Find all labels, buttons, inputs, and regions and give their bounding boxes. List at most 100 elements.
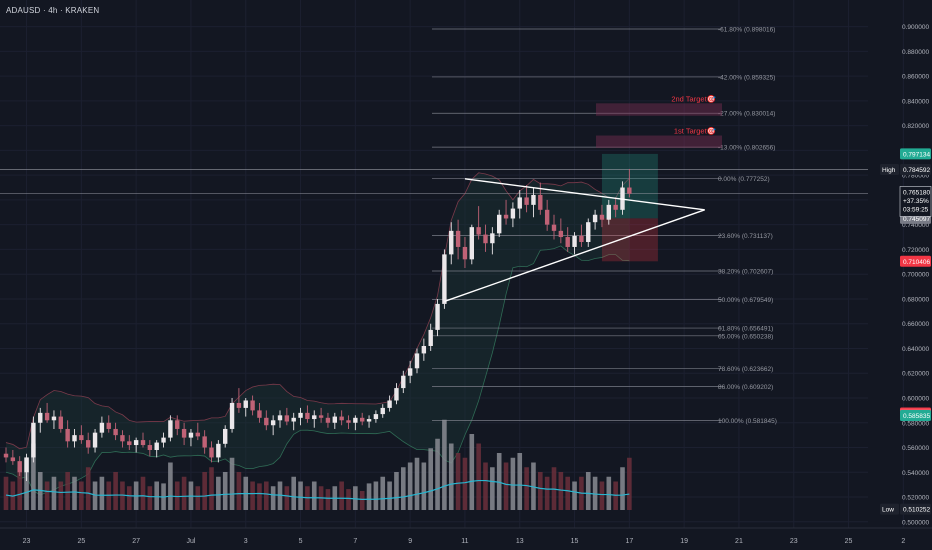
candle-body	[277, 415, 283, 421]
candle-body	[250, 400, 255, 411]
candle-body	[17, 461, 22, 473]
candle-body	[613, 204, 618, 210]
price-tag-badge	[880, 163, 899, 175]
candle-body	[38, 412, 43, 423]
candle-body	[387, 400, 392, 408]
candle-body	[490, 233, 495, 244]
fib-level-label: -42.00% (0.859325)	[718, 74, 775, 81]
candle-body	[236, 402, 242, 408]
candle-body	[318, 415, 324, 418]
bollinger-lower	[5, 245, 630, 496]
y-axis-tick-label: 0.720000	[902, 247, 929, 254]
candle-body	[469, 227, 474, 260]
candle-body	[353, 417, 358, 423]
candle-body	[544, 209, 550, 225]
volume-bar	[490, 467, 495, 510]
candle-body	[579, 235, 584, 242]
volume-bar	[565, 476, 570, 510]
x-axis-tick-label: 25	[845, 538, 853, 545]
candle-body	[414, 353, 420, 369]
candle-body	[476, 227, 481, 235]
volume-bar	[140, 476, 146, 510]
x-axis-tick-label: Jul	[186, 538, 195, 545]
volume-bar	[620, 467, 625, 510]
volume-bar	[325, 489, 331, 510]
volume-bar	[572, 481, 577, 510]
y-axis-tick-label: 0.620000	[902, 371, 929, 378]
price-tag	[900, 255, 931, 267]
price-tag	[900, 163, 931, 175]
candle-body	[627, 187, 632, 194]
candle-body	[113, 428, 118, 436]
fib-level-label: 38.20% (0.702607)	[718, 268, 773, 275]
x-axis-tick-label: 19	[680, 538, 688, 545]
y-axis-tick-label: 0.600000	[902, 396, 929, 403]
x-axis-tick-label: 23	[23, 538, 31, 545]
candle-body	[51, 416, 57, 421]
candle-body	[284, 415, 290, 422]
candle-body	[298, 412, 303, 418]
volume-bar	[127, 486, 132, 510]
volume-bar	[3, 476, 9, 510]
volume-bar	[353, 486, 358, 510]
candle-body	[223, 428, 228, 444]
volume-bar	[147, 486, 153, 510]
candle-body	[72, 435, 77, 442]
candle-body	[401, 375, 406, 389]
candle-body	[305, 412, 310, 420]
candle-body	[99, 422, 105, 433]
fib-level-label: -61.80% (0.898016)	[718, 27, 775, 34]
price-tag-badge	[880, 503, 899, 515]
volume-bar	[455, 453, 461, 510]
volume-bar	[181, 476, 187, 510]
candle-body	[373, 414, 379, 420]
candle-body	[510, 208, 516, 219]
candle-body	[147, 445, 153, 450]
x-axis-tick-label: 27	[132, 538, 140, 545]
volume-bar	[17, 467, 22, 510]
candle-body	[455, 230, 461, 247]
price-tag-label: 0.797134	[903, 152, 930, 159]
candle-body	[339, 416, 344, 421]
price-tag	[900, 503, 931, 515]
volume-bar	[229, 457, 235, 510]
fib-level-label: 61.80% (0.656491)	[718, 326, 773, 333]
candle-body	[44, 412, 50, 421]
volume-bar	[517, 453, 523, 510]
candle-body	[92, 432, 98, 448]
x-axis-tick-label: 11	[461, 538, 468, 545]
volume-bar	[503, 462, 509, 510]
current-price-line: 03:59:25	[903, 206, 929, 213]
volume-bar	[448, 443, 454, 510]
volume-bar	[257, 483, 262, 510]
volume-bar	[359, 491, 365, 510]
fib-level-label: -27.00% (0.830014)	[718, 111, 775, 118]
current-price-line: 0.765180	[903, 189, 930, 196]
candle-body	[195, 432, 200, 437]
volume-bar	[469, 434, 475, 510]
volume-bar	[31, 443, 36, 510]
position-loss-zone	[601, 218, 658, 262]
volume-bar	[373, 481, 379, 510]
y-axis-tick-label: 0.540000	[902, 470, 929, 477]
target-zone	[596, 103, 722, 116]
candle-body	[312, 415, 317, 420]
candle-body	[599, 214, 605, 220]
price-tag-badge-label: Low	[882, 507, 894, 514]
volume-bar	[277, 481, 283, 510]
candle-body	[168, 420, 173, 438]
candle-body	[140, 440, 146, 446]
volume-bar	[120, 481, 125, 510]
candle-body	[243, 400, 248, 408]
candle-body	[606, 204, 611, 220]
triangle-lower-trendline	[444, 209, 705, 303]
current-price-box	[899, 186, 932, 217]
candle-body	[161, 437, 166, 443]
candle-body	[154, 442, 159, 450]
volume-bar	[298, 481, 303, 510]
y-axis-tick-label: 0.640000	[902, 346, 929, 353]
candle-body	[58, 416, 63, 429]
x-axis-tick-label: 3	[244, 538, 248, 545]
candle-body	[325, 417, 331, 423]
